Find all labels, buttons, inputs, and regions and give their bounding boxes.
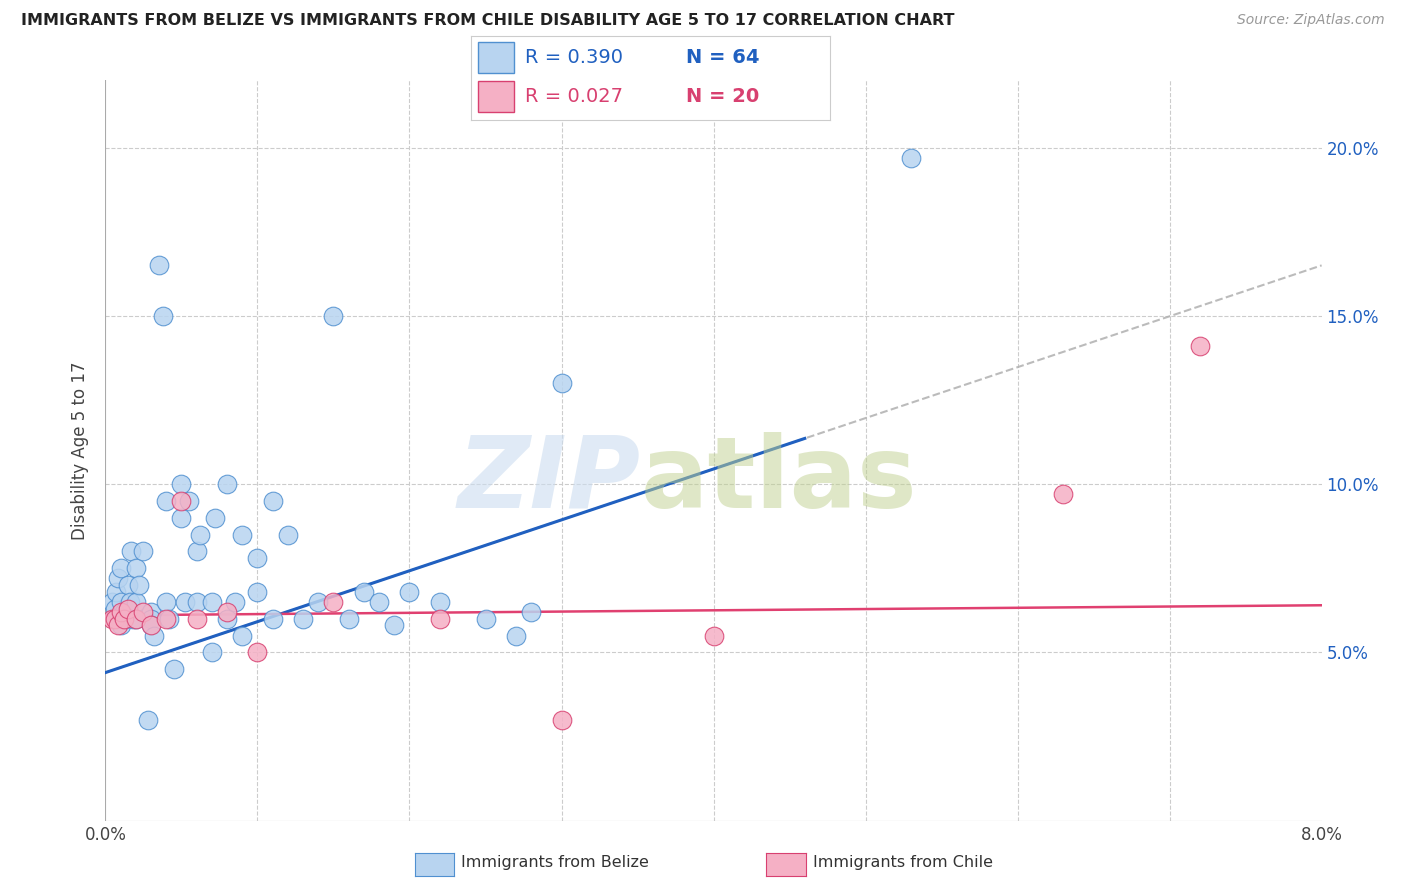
Point (204, 510, 226, 524)
Point (152, 309, 174, 323)
Point (155, 494, 177, 508)
Point (188, 527, 211, 541)
Text: Immigrants from Belize: Immigrants from Belize (461, 855, 650, 870)
Text: N = 64: N = 64 (686, 48, 759, 67)
Text: ZIP: ZIP (457, 432, 641, 529)
Point (368, 595, 391, 609)
Point (118, 595, 141, 609)
Point (292, 612, 315, 626)
Point (246, 645, 269, 659)
Point (103, 612, 125, 626)
Point (177, 494, 200, 508)
Point (1052, 487, 1074, 501)
Point (114, 612, 136, 626)
Point (170, 510, 193, 524)
Point (550, 713, 572, 727)
Point (139, 618, 162, 632)
Point (170, 494, 193, 508)
Point (173, 595, 195, 609)
Point (186, 595, 208, 609)
Point (110, 595, 132, 609)
Point (224, 595, 246, 609)
Point (125, 612, 148, 626)
Point (136, 713, 159, 727)
Point (155, 612, 177, 626)
Point (143, 628, 166, 642)
Text: N = 20: N = 20 (686, 87, 759, 106)
Point (398, 584, 420, 599)
Point (112, 605, 135, 619)
Text: R = 0.390: R = 0.390 (524, 48, 623, 67)
Text: atlas: atlas (641, 432, 917, 529)
Point (157, 612, 180, 626)
Point (520, 605, 543, 619)
Y-axis label: Disability Age 5 to 17: Disability Age 5 to 17 (72, 361, 90, 540)
Text: Immigrants from Chile: Immigrants from Chile (813, 855, 993, 870)
Point (107, 571, 129, 585)
Text: Source: ZipAtlas.com: Source: ZipAtlas.com (1237, 13, 1385, 28)
Point (139, 618, 162, 632)
Text: R = 0.027: R = 0.027 (524, 87, 623, 106)
Text: IMMIGRANTS FROM BELIZE VS IMMIGRANTS FROM CHILE DISABILITY AGE 5 TO 17 CORRELATI: IMMIGRANTS FROM BELIZE VS IMMIGRANTS FRO… (21, 13, 955, 29)
Point (121, 612, 143, 626)
Point (107, 618, 129, 632)
Point (474, 612, 496, 626)
Point (262, 612, 284, 626)
Point (505, 628, 527, 642)
Point (277, 527, 299, 541)
Point (201, 645, 224, 659)
Point (110, 605, 132, 619)
Point (353, 584, 375, 599)
Point (125, 595, 148, 609)
Point (132, 544, 155, 558)
Point (429, 595, 451, 609)
Point (108, 612, 131, 626)
Point (163, 662, 186, 676)
Point (117, 601, 139, 615)
Point (110, 618, 132, 632)
Point (117, 578, 139, 592)
Point (100, 612, 122, 626)
Point (217, 612, 239, 626)
Point (262, 494, 284, 508)
Point (201, 595, 224, 609)
Point (132, 605, 155, 619)
Point (186, 544, 208, 558)
Point (322, 595, 344, 609)
Point (550, 376, 572, 391)
Point (128, 578, 150, 592)
Point (702, 628, 725, 642)
Point (322, 309, 344, 323)
Point (900, 151, 922, 165)
Point (186, 612, 208, 626)
Point (231, 527, 253, 541)
Point (231, 628, 253, 642)
Point (170, 477, 193, 491)
Point (139, 612, 162, 626)
Point (112, 612, 135, 626)
Point (125, 612, 148, 626)
Point (246, 551, 269, 566)
Point (246, 584, 269, 599)
Point (148, 259, 170, 273)
Point (337, 612, 360, 626)
Point (100, 595, 122, 609)
Point (217, 477, 239, 491)
Point (429, 612, 451, 626)
Point (125, 561, 148, 575)
Point (103, 601, 125, 615)
Point (105, 584, 128, 599)
Point (120, 544, 142, 558)
Point (382, 618, 405, 632)
Point (307, 595, 329, 609)
Point (139, 605, 162, 619)
FancyBboxPatch shape (478, 81, 515, 112)
Point (217, 605, 239, 619)
Point (155, 595, 177, 609)
FancyBboxPatch shape (478, 43, 515, 73)
Point (1188, 339, 1211, 353)
Point (110, 561, 132, 575)
